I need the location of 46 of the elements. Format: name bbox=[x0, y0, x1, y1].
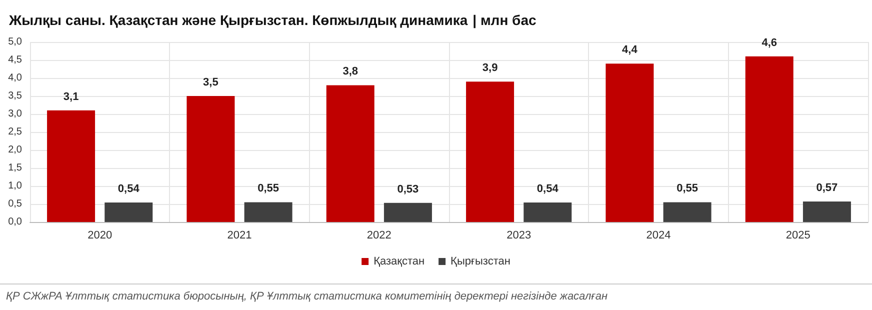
bar bbox=[326, 85, 374, 222]
y-tick-label: 0,0 bbox=[8, 216, 22, 228]
data-label: 4,4 bbox=[622, 44, 638, 56]
data-label: 0,55 bbox=[676, 182, 698, 195]
text: ҚР СЖжРА Ұлттық статистика бюросының, ҚР Ұлттық статистика комитетінің деректері негізінде жасалған bbox=[6, 290, 608, 302]
bar bbox=[47, 110, 96, 222]
x-tick-label: 2020 bbox=[88, 230, 112, 242]
bar bbox=[384, 202, 432, 222]
legend-label: Қазақстан bbox=[374, 256, 425, 268]
data-label: 3,1 bbox=[63, 90, 79, 103]
data-label: 0,54 bbox=[118, 183, 140, 196]
y-tick-label: 3,0 bbox=[8, 108, 22, 120]
bar bbox=[606, 64, 654, 222]
bar bbox=[745, 56, 794, 222]
legend-label: Қырғызстан bbox=[450, 256, 510, 268]
x-tick-label: 2025 bbox=[786, 230, 810, 242]
x-tick-label: 2023 bbox=[506, 230, 532, 242]
bar bbox=[802, 201, 851, 222]
x-tick-label: 2024 bbox=[646, 230, 671, 242]
x-tick-label: 2022 bbox=[366, 230, 392, 242]
y-tick-label: 4,0 bbox=[8, 72, 22, 84]
bar bbox=[244, 202, 292, 222]
y-tick-label: 2,5 bbox=[8, 126, 22, 138]
data-label: 0,53 bbox=[397, 183, 419, 196]
data-label: 3,5 bbox=[203, 76, 218, 88]
data-label: 0,55 bbox=[258, 182, 280, 195]
y-tick-label: 1,0 bbox=[8, 180, 22, 192]
data-label: 4,6 bbox=[762, 36, 778, 49]
data-label: 3,9 bbox=[482, 62, 498, 74]
data-label: 3,8 bbox=[342, 66, 358, 78]
bar bbox=[524, 202, 572, 222]
x-tick-label: 2021 bbox=[227, 230, 252, 242]
data-label: 0,57 bbox=[816, 182, 838, 194]
bar bbox=[186, 96, 235, 222]
chart-subtitle: | млн бас bbox=[472, 12, 536, 29]
chart-title: Жылқы саны. Қазақстан және Қырғызстан. Көпжылдық динамика bbox=[8, 12, 468, 28]
bar bbox=[663, 202, 712, 222]
y-tick-label: 4,5 bbox=[8, 54, 22, 66]
data-label: 0,54 bbox=[536, 183, 560, 196]
y-tick-label: 0,5 bbox=[8, 198, 22, 210]
y-tick-label: 2,0 bbox=[8, 144, 22, 156]
y-tick-label: 1,5 bbox=[8, 162, 22, 174]
bar bbox=[104, 202, 153, 222]
y-tick-label: 3,5 bbox=[8, 90, 22, 102]
y-tick-label: 5,0 bbox=[8, 36, 22, 48]
bar bbox=[466, 82, 514, 222]
